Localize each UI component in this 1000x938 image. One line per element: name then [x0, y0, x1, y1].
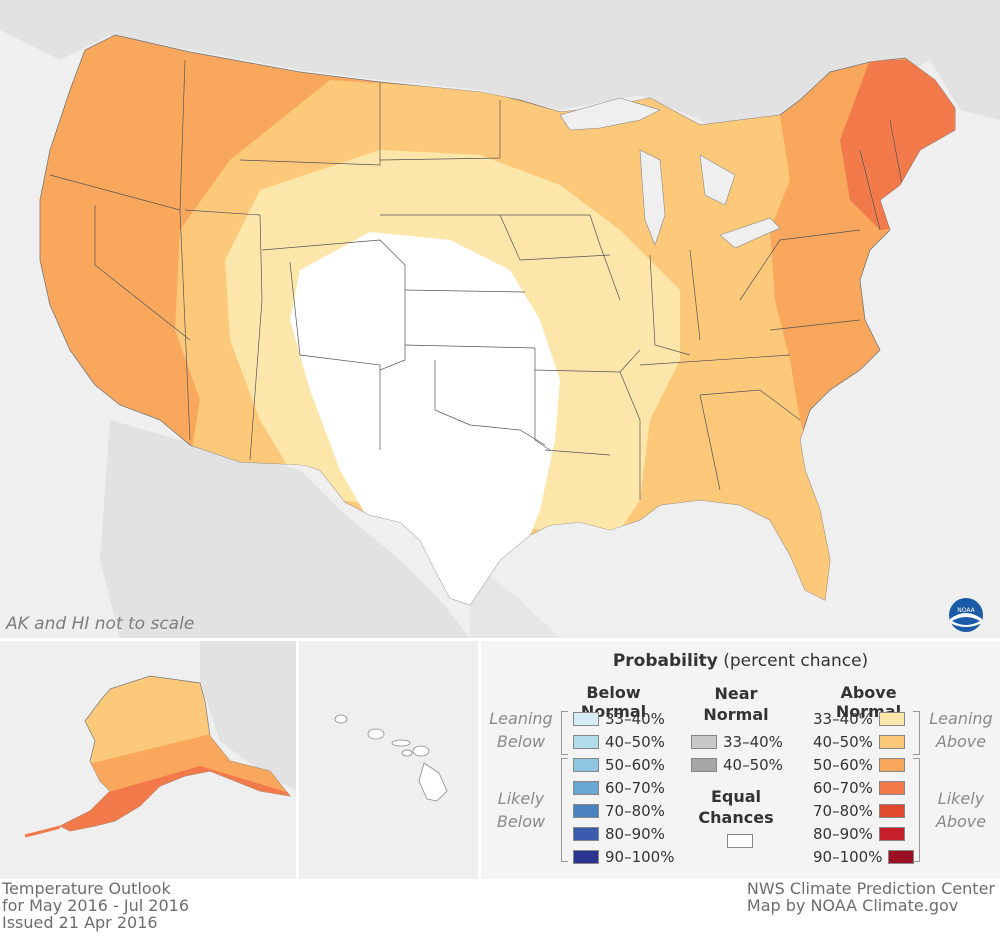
below-normal-label: 70–80% [605, 801, 665, 820]
above-normal-row: 33–40% [813, 707, 905, 730]
below-normal-label: 80–90% [605, 824, 665, 843]
alaska-map-graphic [0, 641, 296, 879]
scale-note: AK and HI not to scale [6, 614, 195, 634]
below-normal-swatch [573, 734, 599, 749]
leaning-above-bracket [913, 711, 920, 755]
outlook-period: for May 2016 - Jul 2016 [2, 896, 190, 915]
below-normal-row: 50–60% [573, 753, 665, 776]
above-normal-row: 60–70% [813, 776, 905, 799]
below-normal-swatch [573, 757, 599, 772]
near-normal-swatch [691, 757, 717, 772]
above-normal-label: 50–60% [813, 755, 873, 774]
leaning-below-bracket [561, 711, 568, 755]
below-normal-swatch [573, 711, 599, 726]
below-normal-row: 80–90% [573, 822, 665, 845]
state-borders [49, 59, 906, 500]
canada-land [0, 0, 1000, 150]
above-normal-row: 90–100% [813, 845, 915, 868]
hawaii-islands [334, 714, 448, 802]
below-normal-swatch [573, 803, 599, 818]
credit-climate-gov: Map by NOAA Climate.gov [746, 896, 959, 915]
above-normal-swatch [878, 757, 905, 772]
legend-title-bold: Probability [612, 651, 718, 671]
below-normal-swatch [573, 780, 599, 795]
below-normal-label: 40–50% [605, 732, 665, 751]
outlook-title: Temperature Outlook [2, 879, 171, 898]
below-normal-row: 33–40% [573, 707, 665, 730]
likely-above-label: Likely Above [935, 789, 987, 831]
aleutian-islands [24, 825, 61, 838]
below-normal-row: 40–50% [573, 730, 665, 753]
above-normal-label: 60–70% [813, 778, 873, 797]
below-normal-swatch [573, 849, 599, 864]
near-normal-row: 33–40% [691, 730, 783, 753]
below-normal-row: 90–100% [573, 845, 674, 868]
above-normal-swatch [888, 849, 915, 864]
above-normal-label: 40–50% [813, 732, 873, 751]
near-normal-heading: Near Normal [703, 684, 769, 724]
leaning-below-label: Leaning Below [489, 709, 553, 751]
below-normal-label: 60–70% [605, 778, 665, 797]
above-normal-label: 70–80% [813, 801, 873, 820]
lake-superior [559, 97, 661, 131]
canada-yukon [200, 641, 296, 791]
below-normal-label: 33–40% [605, 709, 665, 728]
credit-cpc: NWS Climate Prediction Center [746, 879, 995, 898]
zone-equal-chances [290, 232, 560, 605]
near-normal-swatch [691, 734, 717, 749]
above-normal-swatch [878, 780, 905, 795]
legend-title: Probability (percent chance) [481, 651, 1000, 671]
legend-title-rest: (percent chance) [717, 651, 869, 671]
hawaii-map-graphic [299, 641, 478, 879]
credits: NWS Climate Prediction Center Map by NOA… [747, 880, 995, 914]
alaska-panel [0, 641, 296, 879]
above-normal-swatch [878, 826, 905, 841]
likely-below-bracket [561, 758, 568, 862]
above-normal-swatch [878, 711, 905, 726]
below-normal-label: 50–60% [605, 755, 665, 774]
equal-chances-heading: Equal Chances [698, 787, 774, 827]
near-normal-label: 40–50% [723, 755, 783, 774]
below-normal-swatch [573, 826, 599, 841]
hawaii-panel [299, 641, 478, 879]
lake-huron [699, 154, 736, 206]
outlook-info: Temperature Outlook for May 2016 - Jul 2… [2, 880, 189, 931]
above-normal-swatch [878, 734, 905, 749]
below-normal-row: 70–80% [573, 799, 665, 822]
above-normal-row: 40–50% [813, 730, 905, 753]
lake-michigan [639, 149, 666, 246]
mexico-land [100, 420, 470, 638]
svg-text:NOAA: NOAA [957, 607, 975, 614]
above-normal-label: 80–90% [813, 824, 873, 843]
legend: Probability (percent chance) Below Norma… [481, 641, 1000, 879]
above-normal-row: 80–90% [813, 822, 905, 845]
above-normal-swatch [878, 803, 905, 818]
above-normal-row: 70–80% [813, 799, 905, 822]
mexico-land-east [470, 560, 560, 638]
above-normal-row: 50–60% [813, 753, 905, 776]
noaa-logo-icon: NOAA [949, 598, 983, 632]
lake-erie [719, 217, 781, 249]
above-normal-label: 90–100% [813, 847, 883, 866]
near-normal-label: 33–40% [723, 732, 783, 751]
near-normal-row: 40–50% [691, 753, 783, 776]
conus-map-graphic [0, 0, 1000, 638]
equal-chances-swatch [727, 834, 753, 848]
likely-above-bracket [913, 758, 920, 862]
above-normal-label: 33–40% [813, 709, 873, 728]
leaning-above-label: Leaning Above [929, 709, 993, 751]
outlook-issued: Issued 21 Apr 2016 [2, 913, 158, 932]
likely-below-label: Likely Below [496, 789, 546, 831]
conus-map: AK and HI not to scale NOAA [0, 0, 1000, 638]
below-normal-row: 60–70% [573, 776, 665, 799]
below-normal-label: 90–100% [605, 847, 675, 866]
